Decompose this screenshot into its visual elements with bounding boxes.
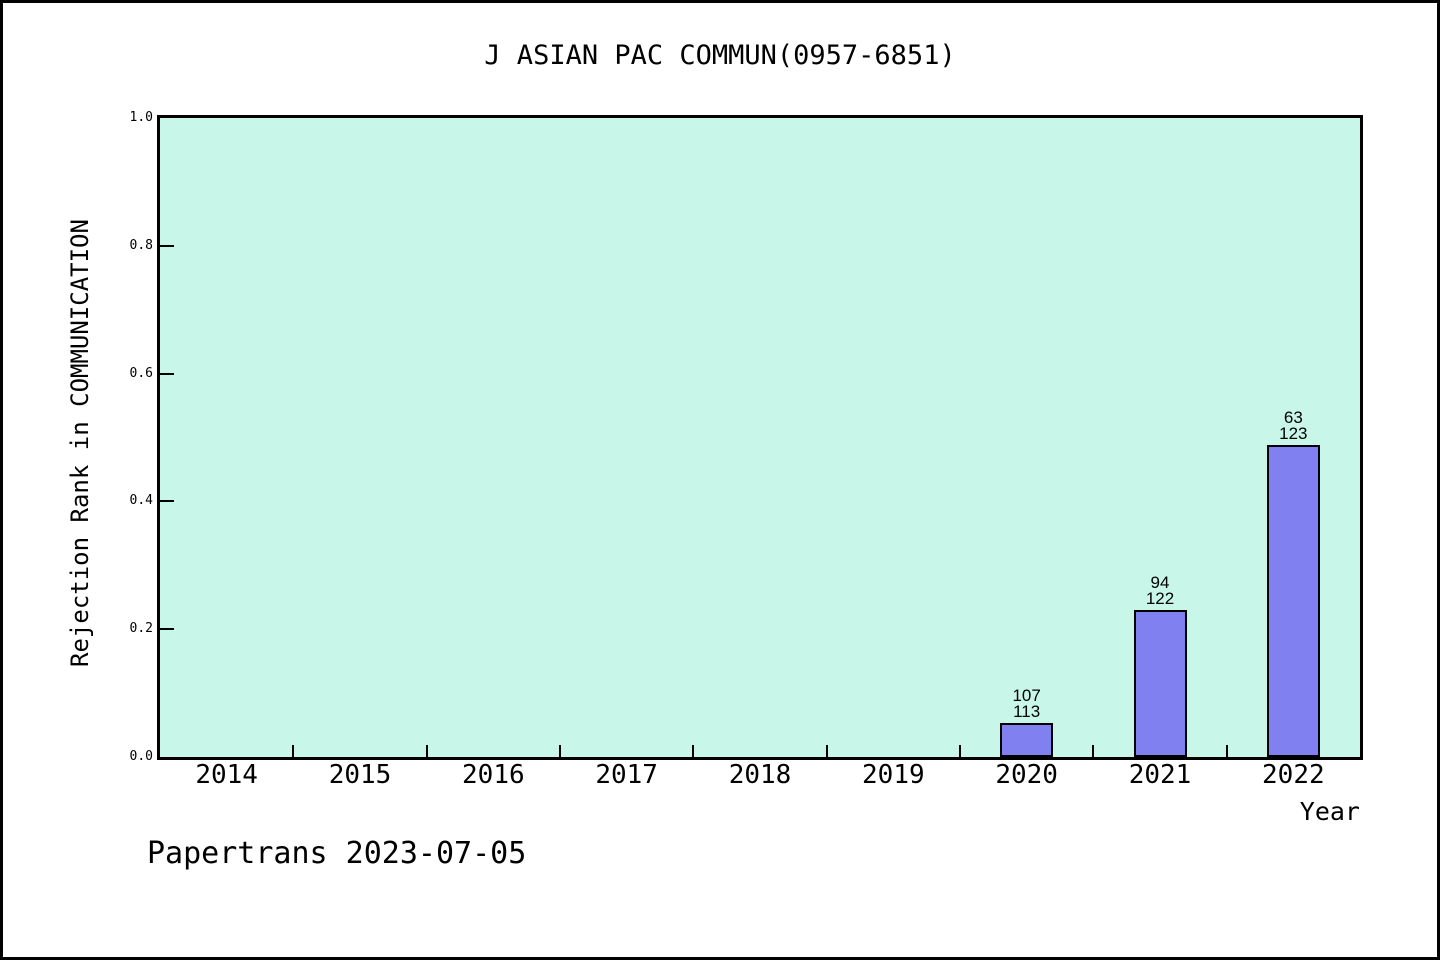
y-tick-mark <box>160 628 174 631</box>
x-tick-mark <box>425 745 428 757</box>
y-tick-label: 0.0 <box>129 749 153 764</box>
x-tick-mark <box>292 745 295 757</box>
x-tick-label: 2022 <box>1262 760 1325 790</box>
x-tick-label: 2014 <box>195 760 258 790</box>
x-tick-mark <box>825 745 828 757</box>
x-tick-label: 2016 <box>462 760 525 790</box>
x-tick-label: 2019 <box>862 760 925 790</box>
x-tick-mark <box>959 745 961 757</box>
y-tick-mark <box>160 500 174 503</box>
bar-annotation-2020: 107 113 <box>1012 686 1041 721</box>
y-axis-label: Rejection Rank in COMMUNICATION <box>66 219 94 667</box>
y-tick-mark <box>160 244 174 247</box>
footer-watermark: Papertrans 2023-07-05 <box>147 836 527 871</box>
bar-2022 <box>1266 445 1320 757</box>
x-tick-mark <box>1225 745 1228 757</box>
y-tick-label: 0.2 <box>129 621 153 637</box>
x-tick-mark <box>1092 745 1095 757</box>
x-tick-label: 2015 <box>328 760 392 790</box>
bar-annotation-2022: 63 123 <box>1279 408 1308 443</box>
x-axis-label: Year <box>1299 797 1360 826</box>
plot-inner: 107 113 94 122 63 123 <box>160 118 1360 757</box>
y-tick-label: 0.4 <box>129 493 153 509</box>
x-tick-label: 2018 <box>728 760 792 790</box>
chart-title: J ASIAN PAC COMMUN(0957-6851) <box>484 40 956 71</box>
x-tick-mark <box>692 745 695 757</box>
bar-2021 <box>1133 610 1187 757</box>
y-tick-label: 1.0 <box>129 110 153 125</box>
bar-annotation-2021: 94 122 <box>1145 573 1175 608</box>
bar-2020 <box>1000 723 1054 757</box>
plot-area: 107 113 94 122 63 123 <box>157 115 1363 760</box>
x-tick-mark <box>559 745 561 757</box>
y-tick-mark <box>160 372 174 375</box>
x-tick-label: 2020 <box>995 760 1058 790</box>
x-tick-label: 2017 <box>595 760 658 790</box>
y-tick-label: 0.6 <box>129 365 153 381</box>
y-tick-label: 0.8 <box>129 237 153 253</box>
x-tick-label: 2021 <box>1128 760 1192 790</box>
